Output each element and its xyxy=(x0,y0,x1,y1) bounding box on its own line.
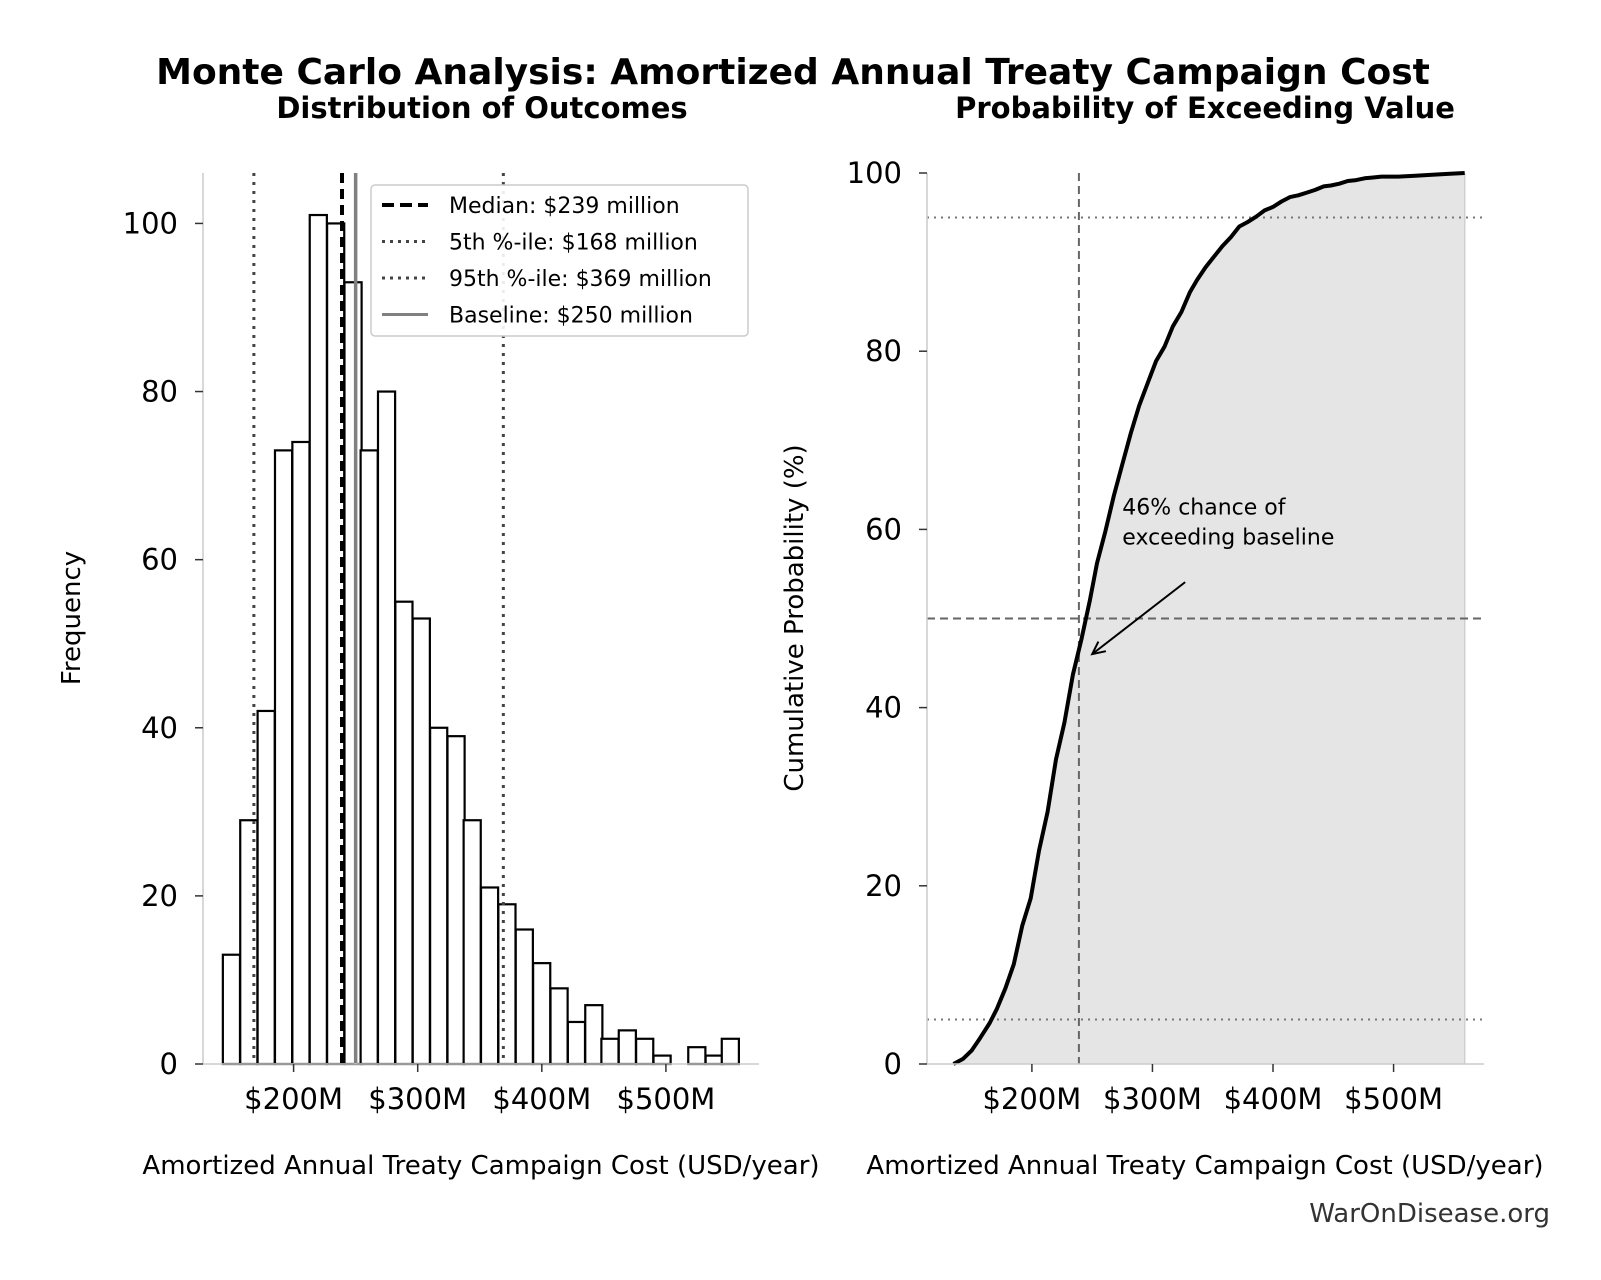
histogram-y-axis-label: Frequency xyxy=(57,551,87,685)
histogram-y-tick-label: 100 xyxy=(123,206,178,240)
histogram-bar xyxy=(720,1037,740,1066)
cumulative-y-tick-label: 60 xyxy=(865,512,902,546)
histogram-bar xyxy=(549,987,569,1066)
histogram-bar xyxy=(411,617,431,1066)
histogram-bar xyxy=(532,962,552,1066)
annotation-arrow xyxy=(1091,581,1186,655)
cumulative-area-fill xyxy=(953,173,1465,1064)
cumulative-x-tick-label: $300M xyxy=(1103,1082,1202,1116)
histogram-x-tick-label: $300M xyxy=(368,1082,467,1116)
watermark: WarOnDisease.org xyxy=(1309,1199,1550,1229)
histogram-y-tick-label: 40 xyxy=(141,711,178,745)
histogram-bar xyxy=(635,1037,655,1066)
histogram-x-ticks: $200M $300M $400M $500M xyxy=(244,1064,715,1116)
histogram-bars xyxy=(221,213,740,1066)
histogram-x-tick-label: $200M xyxy=(244,1082,343,1116)
histogram-y-tick-label: 0 xyxy=(160,1047,178,1081)
histogram-bar xyxy=(221,953,242,1066)
histogram-bar xyxy=(359,449,379,1066)
cumulative-probability-line xyxy=(952,171,1465,1066)
annotation-text-line-1: 46% chance of xyxy=(1122,495,1286,520)
legend-label-0: Median: $239 million xyxy=(449,194,680,219)
histogram-reference-lines xyxy=(252,173,505,1064)
cumulative-x-axis-label: Amortized Annual Treaty Campaign Cost (U… xyxy=(866,1151,1543,1181)
cumulative-x-tick-label: $400M xyxy=(1224,1082,1323,1116)
histogram-x-axis-label: Amortized Annual Treaty Campaign Cost (U… xyxy=(142,1151,819,1181)
histogram-bar xyxy=(687,1046,707,1066)
figure-suptitle: Monte Carlo Analysis: Amortized Annual T… xyxy=(156,52,1430,93)
cumulative-y-tick-label: 20 xyxy=(865,869,902,903)
histogram-bar xyxy=(617,1029,637,1066)
cumulative-x-tick-label: $500M xyxy=(1344,1082,1443,1116)
histogram-bar xyxy=(479,886,500,1066)
histogram-bar xyxy=(343,281,363,1066)
cumulative-y-axis-label: Cumulative Probability (%) xyxy=(780,444,810,791)
cumulative-y-tick-label: 40 xyxy=(865,691,902,725)
legend-label-2: 95th %-ile: $369 million xyxy=(449,267,712,292)
cumulative-chart: Probability of Exceeding Value $200M $300… xyxy=(780,91,1544,1181)
cumulative-y-tick-label: 0 xyxy=(884,1047,902,1081)
histogram-bar xyxy=(376,390,397,1066)
histogram-bar xyxy=(497,903,517,1066)
legend-label-3: Baseline: $250 million xyxy=(449,304,693,329)
histogram-bar xyxy=(652,1054,672,1066)
cumulative-y-tick-label: 100 xyxy=(847,156,902,190)
histogram-bar xyxy=(462,819,482,1066)
histogram-bar xyxy=(600,1037,620,1066)
annotation-text-line-2: exceeding baseline xyxy=(1122,525,1334,550)
histogram-bar xyxy=(584,1004,604,1066)
cumulative-title: Probability of Exceeding Value xyxy=(955,91,1455,125)
histogram-bar xyxy=(291,440,311,1066)
cumulative-y-tick-label: 80 xyxy=(865,334,902,368)
histogram-bar xyxy=(704,1054,724,1066)
histogram-legend: Median: $239 million 5th %-ile: $168 mill… xyxy=(370,184,749,337)
legend-label-1: 5th %-ile: $168 million xyxy=(449,231,698,256)
cumulative-annotation: 46% chance of exceeding baseline xyxy=(1090,495,1334,656)
cumulative-x-ticks: $200M $300M $400M $500M xyxy=(982,1064,1443,1116)
histogram-bar xyxy=(394,600,414,1066)
cumulative-x-tick-label: $200M xyxy=(982,1082,1081,1116)
histogram-bar xyxy=(566,1020,587,1066)
histogram-chart: Distribution of Outcomes $200M $300M $400M… xyxy=(57,91,820,1181)
histogram-title: Distribution of Outcomes xyxy=(276,91,687,125)
histogram-x-tick-label: $500M xyxy=(617,1082,716,1116)
histogram-x-tick-label: $400M xyxy=(492,1082,591,1116)
cumulative-reference-lines xyxy=(927,173,1484,1064)
histogram-bar xyxy=(256,709,276,1066)
histogram-y-tick-label: 80 xyxy=(141,375,178,409)
cumulative-y-ticks: 0 20 40 60 80 100 xyxy=(847,156,927,1081)
legend-frame xyxy=(370,184,749,337)
histogram-y-ticks: 0 20 40 60 80 100 xyxy=(123,206,203,1081)
histogram-y-tick-label: 20 xyxy=(141,879,178,913)
histogram-bar xyxy=(273,449,294,1066)
histogram-bar xyxy=(514,928,534,1066)
annotation-arrowhead xyxy=(1090,641,1107,656)
histogram-bar xyxy=(446,735,466,1066)
histogram-bar xyxy=(429,726,449,1066)
histogram-bar xyxy=(308,213,328,1066)
histogram-bar xyxy=(239,819,259,1066)
histogram-y-tick-label: 60 xyxy=(141,543,178,577)
